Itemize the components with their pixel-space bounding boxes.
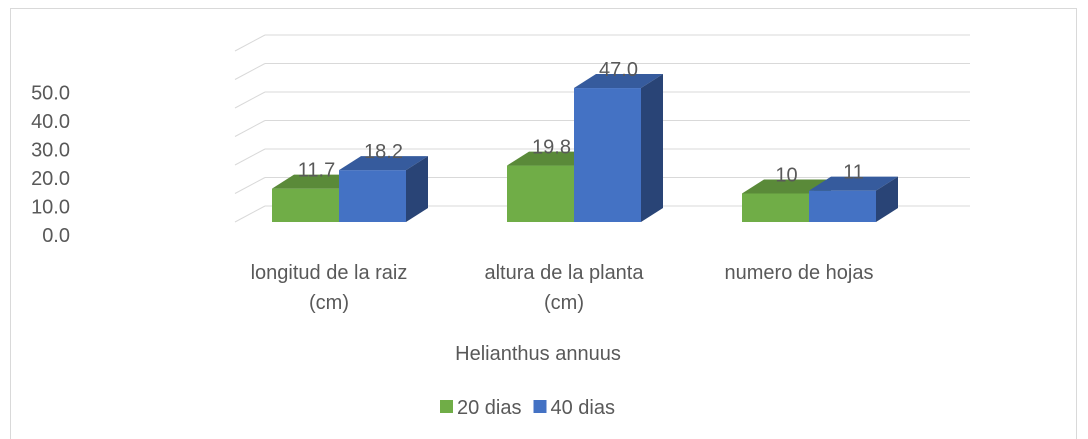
bar [507, 165, 574, 222]
chart-border [10, 8, 1077, 439]
legend-swatch [533, 400, 547, 413]
bar-top [809, 176, 898, 191]
bar-top [507, 151, 596, 166]
y-tick-label: 10.0 [31, 197, 70, 219]
wall-top [234, 34, 266, 52]
grid-line [234, 120, 266, 137]
bar-top [272, 174, 361, 189]
bar-top [742, 179, 831, 194]
data-label: 18.2 [364, 141, 403, 163]
data-label: 11 [843, 162, 864, 184]
bar [339, 170, 406, 222]
bar-top [339, 156, 428, 171]
bar [809, 190, 876, 222]
data-label: 47.0 [599, 59, 638, 81]
bar [742, 193, 809, 222]
bar [574, 88, 641, 222]
x-axis-title: Helianthus annuus [455, 343, 621, 365]
x-tick-label: altura de la planta (cm) [484, 262, 644, 314]
bar-side [876, 176, 898, 222]
y-tick-label: 40.0 [31, 111, 70, 133]
data-label: 19.8 [532, 137, 571, 159]
grid-line [234, 91, 266, 109]
grid-line [234, 63, 266, 80]
x-tick-label: longitud de la raiz (cm) [250, 262, 408, 314]
grid-line [234, 148, 266, 166]
y-tick-label: 20.0 [31, 168, 70, 190]
data-label: 10 [775, 165, 797, 187]
legend-swatch [440, 400, 453, 413]
bar [272, 188, 339, 222]
bar-side [406, 156, 428, 222]
x-tick-label: numero de hojas [724, 262, 874, 284]
grid-line [234, 205, 266, 223]
data-label: 11.7 [298, 160, 335, 182]
y-tick-label: 50.0 [31, 83, 70, 105]
bar-side [641, 74, 663, 222]
grid-line [234, 177, 266, 194]
legend-label: 20 dias [457, 397, 522, 419]
y-tick-label: 30.0 [31, 140, 70, 162]
legend-label: 40 dias [551, 397, 616, 419]
bar-top [574, 74, 663, 89]
y-tick-label: 0.0 [42, 225, 70, 247]
